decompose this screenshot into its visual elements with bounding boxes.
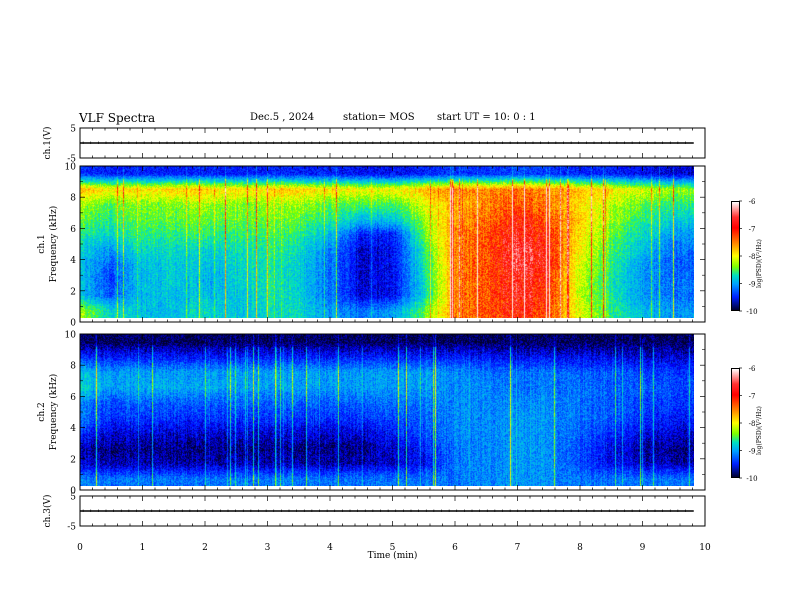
x-tick-label: 3 (265, 543, 271, 553)
ch1-spectrogram-colorbar-tick-label: -10 (746, 308, 757, 316)
ch2-spectrogram-frame (79, 333, 706, 491)
ch2-colorbar-label: log(PSD)(V²/Hz) (756, 406, 763, 455)
date-label: Dec.5 , 2024 (250, 112, 315, 123)
x-tick-label: 4 (327, 543, 333, 553)
ch1-spectrogram-ytick-label: 0 (70, 319, 76, 329)
ch2-spectrogram-ytick-label: 0 (70, 487, 76, 497)
x-tick-label: 9 (640, 543, 646, 553)
x-tick-label: 2 (202, 543, 208, 553)
x-axis-label: Time (min) (368, 550, 418, 561)
ch2-spectrogram-ytick-label: 4 (70, 424, 76, 434)
x-tick-label: 7 (515, 543, 521, 553)
ch2-spectrogram-ytick-label: 2 (70, 455, 76, 465)
ch1-colorbar (731, 201, 740, 311)
x-tick-label: 0 (77, 543, 83, 553)
ch1-spectrogram-ylabel: Frequency (kHz) (48, 206, 59, 283)
ch1-spectrogram-ytick-label: 8 (70, 194, 76, 204)
ch2-spectrogram-ytick-label: 8 (70, 362, 76, 372)
ch1-spectrogram-image (80, 166, 694, 318)
x-tick-label: 5 (390, 543, 396, 553)
ch2-spectrogram-image (80, 334, 694, 486)
ch2-spectrogram-ylabel: Frequency (kHz) (48, 374, 59, 451)
ch1-spectrogram-ytick-label: 6 (70, 225, 76, 235)
ch2-spectrogram-ytick-label: 6 (70, 393, 76, 403)
ch3-voltage-ytick-label: 5 (70, 493, 76, 503)
ch1-voltage-ylabel: ch.1(V) (42, 127, 53, 160)
ch2-spectrogram-colorbar-tick-label: -8 (749, 420, 756, 428)
figure-title: VLF Spectra (79, 111, 156, 125)
start-ut-label: start UT = 10: 0 : 1 (437, 112, 536, 123)
ch1-spectrogram-ytick-label: 10 (65, 163, 77, 173)
ch1-spectrogram-colorbar-tick-label: -7 (749, 226, 756, 234)
ch1-voltage-ytick-label: -5 (67, 155, 76, 165)
ch3-voltage-ylabel: ch.3(V) (42, 495, 53, 528)
ch1-spectrogram-colorbar-tick-label: -9 (749, 281, 756, 289)
ch2-spectrogram-colorbar-tick-label: -7 (749, 393, 756, 401)
ch1-spectrogram-ytick-label: 2 (70, 287, 76, 297)
ch1-colorbar-label: log(PSD)(V²/Hz) (756, 239, 763, 288)
ch1-spectrogram-ylabel-channel: ch.1 (37, 234, 47, 253)
ch1-spectrogram-colorbar-tick-label: -6 (749, 198, 756, 206)
ch2-spectrogram-colorbar-tick-label: -10 (746, 475, 757, 483)
station-label: station= MOS (343, 112, 415, 123)
x-tick-label: 10 (699, 543, 711, 553)
ch2-spectrogram-colorbar-tick-label: -6 (749, 365, 756, 373)
x-tick-label: 6 (452, 543, 458, 553)
ch1-spectrogram-colorbar-tick-label: -8 (749, 253, 756, 261)
ch2-spectrogram-ylabel-channel: ch.2 (37, 402, 47, 421)
ch1-spectrogram-frame (79, 165, 706, 323)
ch1-spectrogram-ytick-label: 4 (70, 256, 76, 266)
ch3-voltage-ytick-label: -5 (67, 523, 76, 533)
ch2-spectrogram-colorbar-tick-label: -9 (749, 448, 756, 456)
ch2-spectrogram-ytick-label: 10 (65, 331, 77, 341)
ch2-colorbar (731, 368, 740, 478)
x-tick-label: 8 (577, 543, 583, 553)
ch1-voltage-ytick-label: 5 (70, 125, 76, 135)
x-tick-label: 1 (140, 543, 146, 553)
